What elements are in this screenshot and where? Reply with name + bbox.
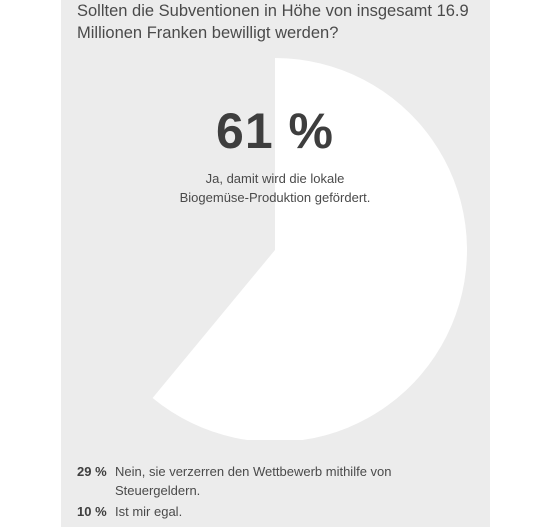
highlight-answer-text: Ja, damit wird die lokale Biogemüse-Prod… [179, 171, 371, 205]
answer-list: 29 % Nein, sie verzerren den Wettbewerb … [77, 462, 477, 523]
highlight-percent: 61 % [216, 103, 334, 159]
answer-percent: 10 % [77, 504, 107, 519]
pie-chart [61, 0, 490, 440]
answer-item: 10 % Ist mir egal. [77, 502, 477, 521]
answer-text: Ist mir egal. [115, 504, 183, 519]
answer-text: Nein, sie verzerren den Wettbewerb mithi… [115, 464, 392, 498]
pie-chart-svg [152, 58, 467, 440]
poll-question: Sollten die Subventionen in Höhe von ins… [77, 2, 469, 42]
pie-slice-highlight [152, 58, 467, 440]
answer-item: 29 % Nein, sie verzerren den Wettbewerb … [77, 462, 477, 500]
poll-card: Sollten die Subventionen in Höhe von ins… [61, 0, 490, 527]
answer-percent: 29 % [77, 464, 107, 479]
